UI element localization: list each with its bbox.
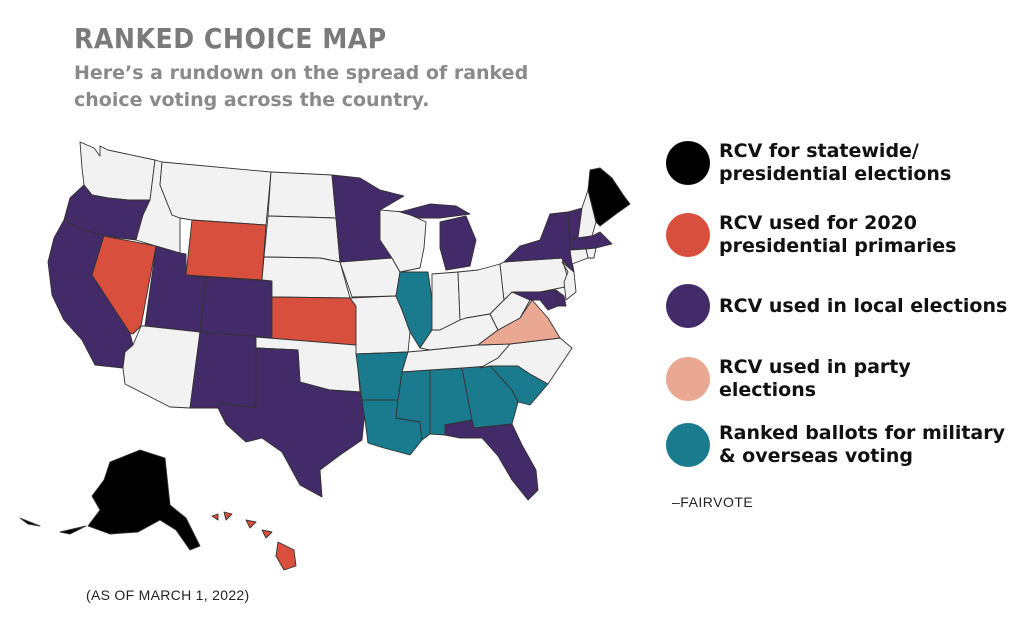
legend-label-party: RCV used in party elections	[719, 356, 911, 401]
state-north-carolina	[479, 337, 573, 385]
state-iowa	[339, 257, 401, 298]
state-new-hampshire	[577, 189, 597, 239]
state-maine	[587, 167, 631, 227]
legend-item-statewide: RCV for statewide/ presidential election…	[666, 140, 1009, 186]
state-connecticut	[569, 248, 589, 265]
state-montana	[159, 161, 272, 226]
state-alaska	[19, 449, 201, 551]
state-indiana	[431, 271, 461, 331]
state-maryland	[511, 289, 559, 311]
source-credit: –FAIRVOTE	[672, 494, 754, 510]
state-new-jersey	[561, 261, 577, 301]
legend-item-military: Ranked ballots for military & overseas v…	[666, 422, 1009, 468]
swatch-statewide	[666, 141, 710, 185]
swatch-party	[666, 357, 710, 401]
legend-item-party: RCV used in party elections	[666, 356, 1009, 402]
state-new-mexico	[189, 331, 263, 409]
legend-label-statewide: RCV for statewide/ presidential election…	[719, 140, 952, 185]
state-north-dakota	[267, 171, 337, 219]
swatch-primaries	[666, 213, 710, 257]
state-colorado	[199, 276, 273, 339]
legend-label-local: RCV used in local elections	[719, 294, 1008, 317]
state-hawaii	[211, 511, 297, 571]
swatch-local	[666, 284, 710, 328]
state-michigan	[399, 203, 477, 271]
map-title: RANKED CHOICE MAP	[74, 22, 387, 55]
state-texas	[217, 347, 366, 498]
state-arizona	[122, 325, 201, 409]
legend-item-local: RCV used in local elections	[666, 284, 1009, 328]
state-florida	[444, 419, 539, 501]
swatch-military	[666, 423, 710, 467]
legend-label-primaries: RCV used for 2020 presidential primaries	[719, 212, 957, 257]
date-note: (AS OF MARCH 1, 2022)	[86, 587, 250, 603]
map-subtitle: Here’s a rundown on the spread of ranked…	[74, 62, 529, 111]
state-kansas	[271, 296, 357, 346]
legend-item-primaries: RCV used for 2020 presidential primaries	[666, 212, 1009, 258]
state-washington	[79, 141, 156, 201]
state-wyoming	[185, 219, 267, 281]
state-nebraska	[261, 256, 351, 299]
legend-label-military: Ranked ballots for military & overseas v…	[719, 422, 1006, 467]
state-south-dakota	[263, 215, 341, 263]
